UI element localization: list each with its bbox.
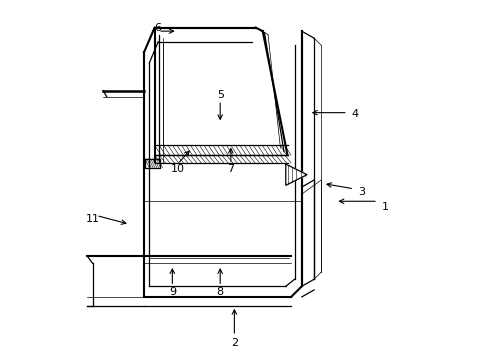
Text: 3: 3: [359, 188, 366, 197]
Text: 11: 11: [86, 214, 100, 224]
Text: 2: 2: [231, 338, 238, 348]
Text: 7: 7: [227, 165, 234, 174]
Text: 4: 4: [351, 109, 359, 120]
Text: 1: 1: [382, 202, 389, 212]
Text: 10: 10: [171, 165, 185, 174]
Text: 5: 5: [217, 90, 224, 100]
Text: 9: 9: [169, 287, 176, 297]
Text: 8: 8: [217, 287, 224, 297]
Polygon shape: [286, 164, 307, 185]
Text: 6: 6: [155, 23, 162, 33]
